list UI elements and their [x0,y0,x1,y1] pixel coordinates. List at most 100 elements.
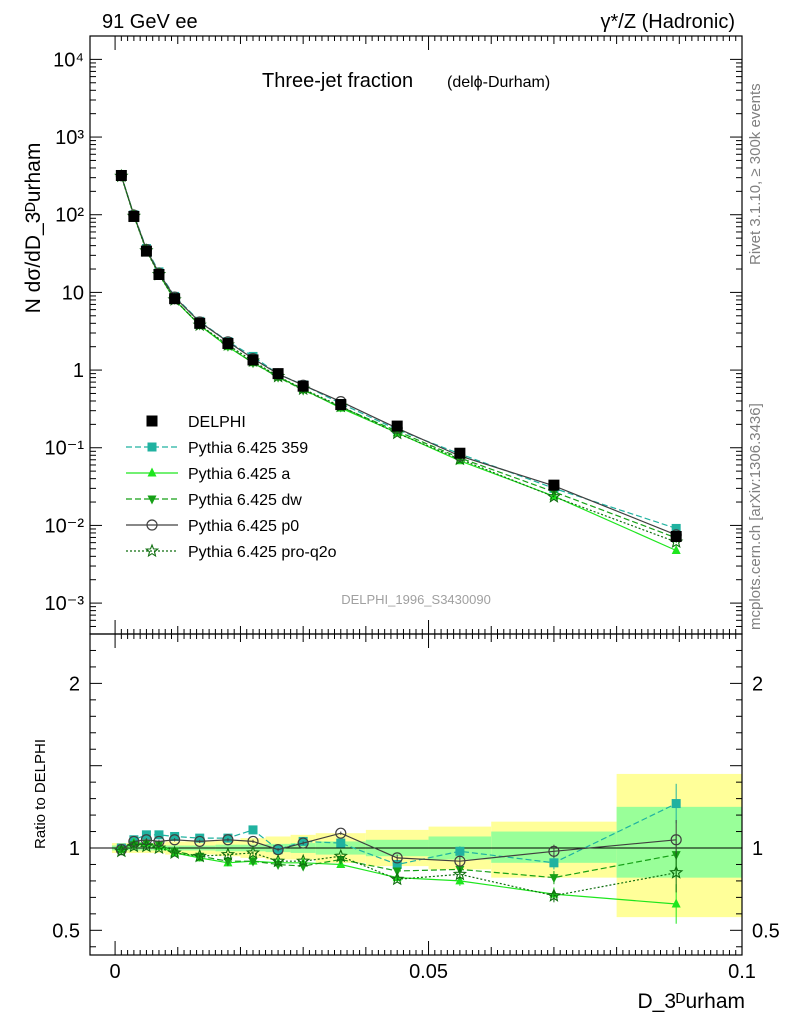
ratio-series-marker [126,838,142,853]
ratio-series-marker [671,898,681,908]
y-tick-label-ratio: 1 [69,838,80,860]
ratio-series-marker [669,865,684,879]
ratio-series-marker [154,830,164,840]
ratio-series-marker [452,866,468,881]
ratio-series-marker [455,846,465,856]
x-axis-label: D_3ᴰurham [638,990,745,1013]
data-point [194,317,206,329]
ratio-series-marker [549,874,559,884]
mcplots-label: mcplots.cern.ch [arXiv:1306.3436] [747,403,764,630]
ratio-series-marker [114,843,129,858]
y-axis-label-main: N dσ/dD_3ᴰurham [22,143,45,314]
ratio-series-marker [549,858,559,868]
ratio-series-marker [139,838,154,853]
data-point [548,479,560,491]
header-right: γ*/Z (Hadronic) [601,11,735,33]
ratio-series-marker [455,875,465,885]
y-tick-label-main: 1 [73,360,84,382]
main-series-marker [671,545,681,555]
y-tick-label-main: 10⁻¹ [45,438,85,460]
legend-label-data: DELPHI [188,414,246,431]
ratio-series-marker [248,857,258,867]
main-plot: 10⁻³ 10⁻² 10⁻¹ 1 10 10² 10³ 10⁴ [45,35,743,635]
data-point [140,245,152,257]
legend-marker [147,467,157,477]
legend: DELPHI Pythia 6.425 359 Pythia 6.425 a Pyth… [126,414,337,561]
ratio-series-marker [336,838,346,848]
ratio-series-marker [222,834,234,846]
plot-title: Three-jet fraction [262,70,413,92]
legend-marker-data [146,415,158,427]
y-tick-label-ratio-right: 1 [752,838,763,860]
ratio-series-marker [245,845,261,860]
ratio-series-marker [223,857,233,867]
data-point [153,269,165,281]
ratio-series-marker [270,853,286,868]
y-tick-label-main: 10⁴ [53,49,84,71]
ratio-series-marker [392,859,402,869]
ratio-series-marker [167,845,182,860]
ratio-plot: 0 0.05 0.1 0.5 0.5 1 1 2 2 [52,633,780,983]
rivet-label: Rivet 3.1.10, ≥ 300k events [747,83,764,265]
legend-label: Pythia 6.425 359 [188,440,308,457]
ratio-series-marker [454,855,466,867]
data-point [169,293,181,305]
ratio-series-marker [391,852,403,864]
x-tick-label: 0.05 [409,961,448,983]
ratio-band-inner [616,806,742,878]
analysis-id: DELPHI_1996_S3430090 [341,592,491,607]
y-tick-label-main: 10⁻² [45,515,85,537]
data-point [115,169,127,181]
header-left: 91 GeV ee [102,11,198,33]
legend-label: Pythia 6.425 dw [188,492,302,509]
y-tick-label-ratio: 0.5 [52,920,80,942]
ratio-series-marker [154,841,164,851]
data-point [128,210,140,222]
ratio-series-marker [546,888,562,902]
ratio-series-marker [335,827,347,839]
y-tick-label-main: 10 [62,282,84,304]
data-point [454,447,466,459]
ratio-series-marker [220,847,236,861]
y-tick-label-ratio: 2 [69,673,80,695]
legend-label: Pythia 6.425 p0 [188,518,299,535]
ratio-series-marker [170,831,180,841]
ratio-series-marker [169,834,181,846]
main-series-line [120,176,677,543]
y-tick-label-main: 10³ [55,127,84,149]
legend-marker [146,519,158,531]
data-point [247,354,259,366]
data-point [670,530,682,542]
ratio-series-marker [248,825,258,835]
plot-title-small: (delϕ-Durham) [447,74,550,91]
data-point [391,420,403,432]
main-series-line [120,175,677,539]
ratio-series-marker [195,833,205,843]
ratio-series-marker [295,853,311,868]
main-series-marker [546,489,562,503]
y-tick-label-main: 10² [55,205,84,227]
data-point [297,380,309,392]
ratio-series-marker [192,848,207,863]
y-tick-label-main: 10⁻³ [45,593,85,615]
x-tick-label: 0.1 [728,961,756,983]
ratio-series-marker [333,848,348,863]
y-tick-label-ratio-right: 0.5 [752,920,780,942]
ratio-series-marker [390,871,405,886]
data-point [335,399,347,411]
ratio-series-marker [194,835,206,848]
legend-label: Pythia 6.425 a [188,466,290,483]
y-tick-label-ratio-right: 2 [752,673,763,695]
legend-label: Pythia 6.425 pro-q2o [188,544,337,561]
ratio-series-marker [151,840,167,855]
legend-marker [147,495,157,505]
ratio-series-marker [548,845,560,857]
x-tick-label: 0 [110,961,121,983]
y-axis-label-ratio: Ratio to DELPHI [32,739,49,849]
main-series-marker [671,523,681,533]
data-point [222,337,234,349]
data-point [272,368,284,380]
ratio-series-marker [671,799,681,809]
ratio-series-marker [670,834,682,846]
